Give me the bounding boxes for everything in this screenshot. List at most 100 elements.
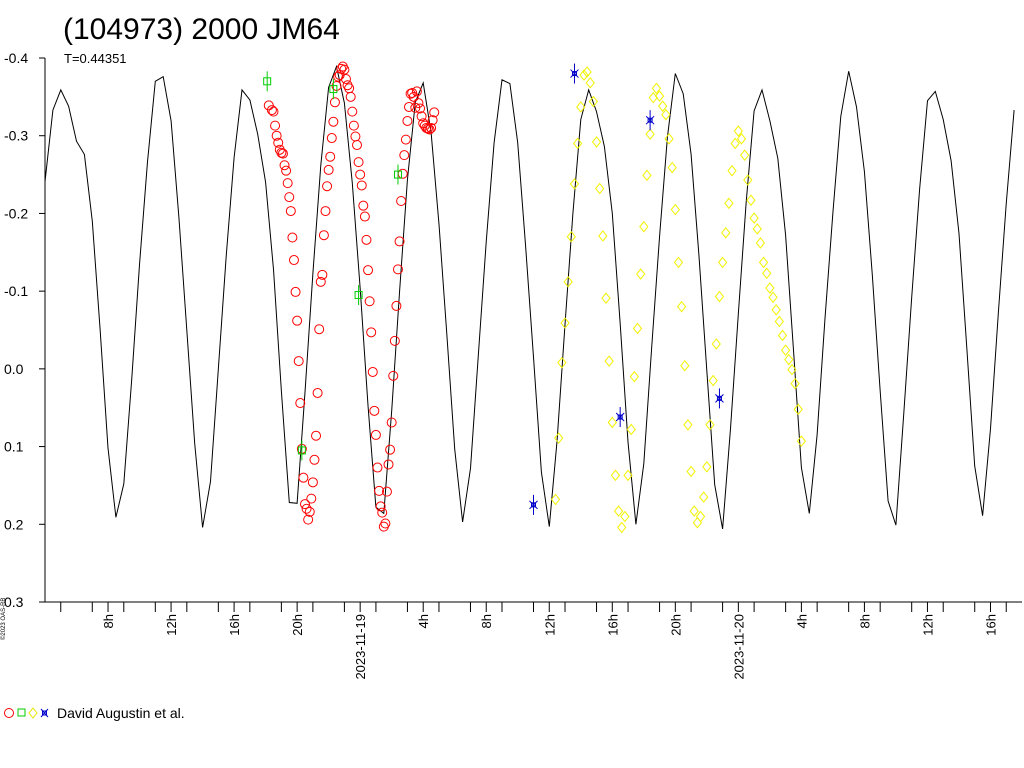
data-point xyxy=(780,344,791,357)
data-point xyxy=(661,108,671,121)
data-point xyxy=(664,133,674,145)
x-tick-label: 16h xyxy=(605,614,620,636)
data-point xyxy=(733,125,743,137)
data-point xyxy=(790,377,800,390)
data-point xyxy=(740,149,750,161)
data-point xyxy=(287,232,298,243)
y-tick-label: -0.2 xyxy=(4,205,28,221)
plot-area xyxy=(44,61,1015,534)
data-point xyxy=(297,446,306,455)
period-label: T=0.44351 xyxy=(64,51,127,66)
data-point xyxy=(323,164,334,175)
x-tick-label: 4h xyxy=(416,614,431,628)
data-point xyxy=(787,363,797,376)
data-point xyxy=(282,178,293,189)
data-point xyxy=(314,324,325,335)
data-point xyxy=(615,412,625,422)
data-point xyxy=(317,269,328,280)
data-point xyxy=(361,234,372,245)
data-point xyxy=(367,366,378,377)
data-point xyxy=(667,161,677,174)
x-tick-label: 8h xyxy=(479,614,494,628)
data-point xyxy=(563,276,573,288)
data-point xyxy=(350,131,361,142)
copyright-label: ©2023 OAS-RB xyxy=(0,598,7,640)
data-point xyxy=(717,256,728,269)
y-tick-label: 0.0 xyxy=(4,361,24,377)
data-point xyxy=(352,140,363,151)
data-point xyxy=(529,500,538,510)
x-tick-label: 16h xyxy=(983,614,998,636)
data-point xyxy=(399,150,410,161)
x-tick-label: 20h xyxy=(290,614,305,636)
data-point xyxy=(579,69,589,81)
data-point xyxy=(372,462,383,473)
data-point xyxy=(370,429,381,440)
data-point xyxy=(762,267,772,280)
legend-square-marker xyxy=(17,708,26,717)
data-point xyxy=(648,91,658,104)
data-point xyxy=(680,359,690,372)
data-point xyxy=(784,353,794,366)
y-tick-label: 0.2 xyxy=(4,516,24,532)
x-tick-label: 4h xyxy=(794,614,809,628)
data-point xyxy=(396,195,407,206)
data-point xyxy=(347,106,358,117)
data-point xyxy=(276,147,287,158)
legend: David Augustin et al. xyxy=(4,705,185,721)
data-point xyxy=(413,98,424,109)
data-point xyxy=(676,300,687,313)
data-point xyxy=(426,122,437,133)
data-point xyxy=(768,291,778,304)
data-point xyxy=(736,133,747,145)
data-point xyxy=(345,91,356,102)
data-point xyxy=(315,276,326,287)
data-point xyxy=(381,486,392,497)
data-point-box xyxy=(617,414,623,420)
data-point xyxy=(755,237,766,249)
data-point xyxy=(793,403,803,416)
data-point xyxy=(714,290,725,303)
data-point xyxy=(393,170,402,179)
data-point xyxy=(271,130,282,141)
data-point xyxy=(322,181,333,192)
data-point xyxy=(277,148,288,159)
data-point xyxy=(595,182,605,195)
x-tick-label: 8h xyxy=(101,614,116,628)
data-point xyxy=(389,335,400,346)
data-point xyxy=(386,417,397,428)
data-point xyxy=(344,83,355,94)
data-point xyxy=(765,282,775,294)
x-tick-label: 12h xyxy=(542,614,557,636)
observation-series-1 xyxy=(263,61,440,532)
data-point xyxy=(689,505,699,517)
observation-series-2 xyxy=(263,71,402,461)
data-point xyxy=(391,300,402,311)
y-tick-label: -0.1 xyxy=(4,283,28,299)
data-point xyxy=(400,134,411,145)
data-point xyxy=(576,101,586,113)
x-axis: 8h 12h 16h 20h 2023-11-19 4h 8h 12h 16h 20h 2023-1… xyxy=(45,601,1022,680)
data-point xyxy=(353,157,364,168)
data-point xyxy=(309,454,320,465)
data-point xyxy=(364,296,375,307)
data-point xyxy=(304,506,315,517)
data-point xyxy=(394,236,405,247)
data-point xyxy=(318,230,329,241)
data-point-box xyxy=(571,71,577,77)
data-point xyxy=(670,203,680,216)
data-point xyxy=(566,230,576,243)
data-point xyxy=(695,510,706,523)
data-point xyxy=(284,192,295,203)
data-point xyxy=(572,137,583,150)
data-point xyxy=(557,356,567,369)
data-point xyxy=(658,100,668,112)
data-point xyxy=(329,85,338,94)
data-point xyxy=(582,66,592,78)
y-tick-label: 0.3 xyxy=(4,594,24,610)
data-point xyxy=(796,435,807,447)
data-point xyxy=(645,115,655,125)
data-point xyxy=(306,493,317,504)
data-point xyxy=(292,315,303,326)
